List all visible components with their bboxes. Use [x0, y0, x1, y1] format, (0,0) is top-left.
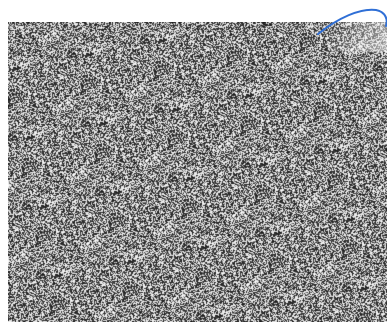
grayscale-noise-texture [8, 22, 387, 322]
